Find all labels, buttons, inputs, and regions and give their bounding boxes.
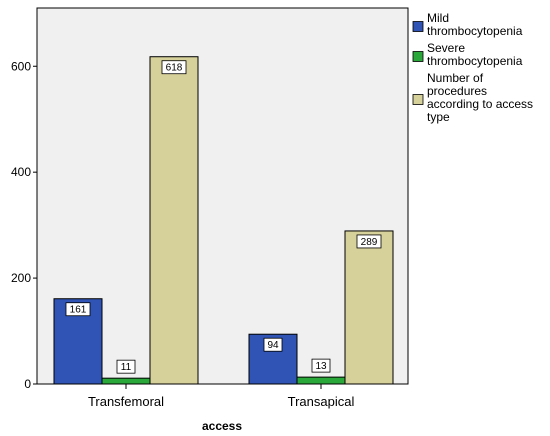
bar xyxy=(248,333,298,385)
data-label-box xyxy=(356,234,382,249)
legend-label: Number of procedures according to access ty… xyxy=(427,71,533,124)
legend: Mild thrombocytopenia Severe thrombocytopen… xyxy=(412,11,533,124)
x-category-label: Transfemoral xyxy=(88,394,164,409)
legend-swatch xyxy=(412,94,424,105)
data-label-box xyxy=(161,60,187,75)
axes-group: 0 200 400 600 Transfemoral Transapical xyxy=(11,59,354,409)
y-tick-label: 600 xyxy=(11,59,31,73)
bar xyxy=(296,376,346,385)
data-label: 161 xyxy=(70,305,87,316)
data-label: 289 xyxy=(361,237,378,248)
bar xyxy=(344,230,394,385)
y-tick-label: 200 xyxy=(11,271,31,285)
data-label-box xyxy=(263,337,283,352)
data-label-box xyxy=(116,359,136,374)
data-label-box xyxy=(65,302,91,317)
y-tick-label: 0 xyxy=(24,377,31,391)
x-category-label: Transapical xyxy=(288,394,355,409)
data-label: 618 xyxy=(166,63,183,74)
y-tick-label: 400 xyxy=(11,165,31,179)
legend-label: Mild thrombocytopenia xyxy=(427,11,523,38)
bars-group: 161 11 618 94 13 289 xyxy=(53,56,394,385)
bar xyxy=(101,377,151,385)
data-label: 11 xyxy=(121,362,132,373)
data-label: 13 xyxy=(315,361,327,372)
data-label: 94 xyxy=(267,340,279,351)
bar xyxy=(149,56,199,385)
data-label-box xyxy=(311,358,331,373)
legend-swatch xyxy=(412,21,424,32)
x-axis-title: access xyxy=(202,419,242,433)
legend-swatch xyxy=(412,51,424,62)
legend-label: Severe thrombocytopenia xyxy=(427,41,523,68)
